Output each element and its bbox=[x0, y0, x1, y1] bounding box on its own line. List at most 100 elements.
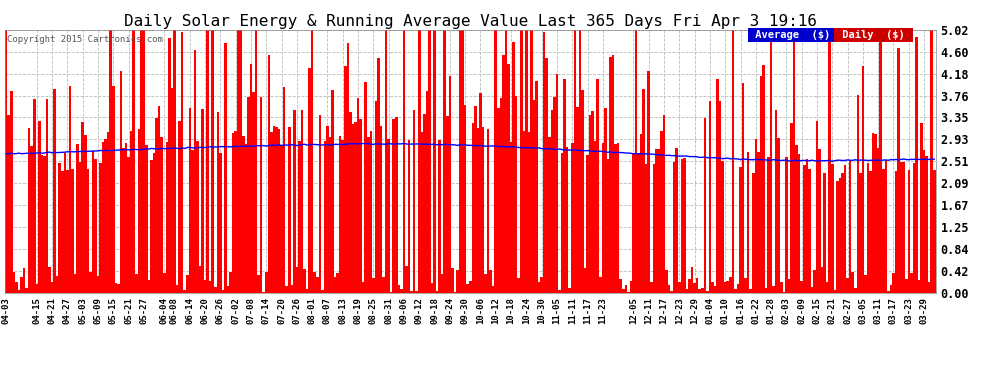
Bar bbox=[176, 285, 178, 292]
Bar bbox=[714, 286, 717, 292]
Bar bbox=[531, 30, 533, 292]
Bar bbox=[550, 110, 553, 292]
Bar bbox=[599, 277, 602, 292]
Bar bbox=[84, 135, 86, 292]
Bar bbox=[923, 150, 926, 292]
Bar bbox=[842, 173, 843, 292]
Bar bbox=[762, 64, 764, 292]
Bar bbox=[737, 284, 740, 292]
Bar bbox=[183, 290, 186, 292]
Bar bbox=[826, 282, 829, 292]
Bar bbox=[560, 153, 563, 292]
Bar bbox=[120, 71, 122, 292]
Bar bbox=[448, 76, 451, 292]
Bar bbox=[431, 284, 434, 292]
Bar bbox=[252, 92, 254, 292]
Bar bbox=[270, 132, 272, 292]
Bar bbox=[232, 133, 235, 292]
Bar bbox=[466, 284, 469, 292]
Bar bbox=[267, 55, 270, 292]
Bar bbox=[512, 42, 515, 292]
Bar bbox=[49, 267, 50, 292]
Bar bbox=[74, 274, 76, 292]
Bar bbox=[474, 106, 476, 292]
Bar bbox=[903, 162, 905, 292]
Bar bbox=[398, 285, 400, 292]
Bar bbox=[143, 30, 146, 292]
Bar bbox=[834, 290, 837, 292]
Bar bbox=[662, 115, 665, 292]
Bar bbox=[548, 137, 550, 292]
Bar bbox=[421, 132, 423, 292]
Bar bbox=[545, 58, 548, 292]
Bar bbox=[275, 127, 278, 292]
Bar bbox=[306, 289, 308, 292]
Bar bbox=[342, 140, 345, 292]
Bar bbox=[744, 279, 746, 292]
Bar bbox=[933, 170, 936, 292]
Bar bbox=[110, 30, 112, 292]
Bar bbox=[107, 132, 110, 292]
Bar bbox=[683, 158, 686, 292]
Bar bbox=[900, 162, 903, 292]
Bar bbox=[50, 282, 53, 292]
Bar bbox=[754, 139, 757, 292]
Bar bbox=[866, 163, 869, 292]
Bar bbox=[505, 30, 507, 292]
Bar bbox=[254, 30, 257, 292]
Bar bbox=[808, 169, 811, 292]
Bar bbox=[566, 147, 568, 292]
Bar bbox=[150, 160, 152, 292]
Bar bbox=[652, 164, 655, 292]
Bar bbox=[670, 291, 673, 292]
Bar bbox=[843, 165, 846, 292]
Bar bbox=[568, 288, 571, 292]
Bar bbox=[487, 129, 489, 292]
Bar bbox=[456, 270, 458, 292]
Bar bbox=[128, 158, 130, 292]
Bar bbox=[298, 141, 301, 292]
Bar bbox=[908, 170, 910, 292]
Bar bbox=[612, 55, 615, 292]
Bar bbox=[158, 106, 160, 292]
Bar bbox=[434, 30, 436, 292]
Bar bbox=[500, 98, 502, 292]
Bar bbox=[476, 128, 479, 292]
Bar bbox=[824, 172, 826, 292]
Bar bbox=[510, 142, 512, 292]
Bar bbox=[533, 100, 536, 292]
Bar bbox=[673, 162, 675, 292]
Bar bbox=[245, 144, 248, 292]
Bar bbox=[635, 30, 638, 292]
Bar bbox=[688, 279, 691, 292]
Bar bbox=[543, 32, 545, 292]
Bar bbox=[104, 139, 107, 292]
Bar bbox=[790, 123, 793, 292]
Bar bbox=[913, 164, 915, 292]
Bar bbox=[237, 30, 240, 292]
Bar bbox=[92, 151, 94, 292]
Bar bbox=[339, 136, 342, 292]
Bar bbox=[928, 282, 931, 292]
Bar bbox=[319, 116, 321, 292]
Bar bbox=[219, 153, 222, 292]
Bar bbox=[586, 155, 589, 292]
Bar bbox=[895, 171, 897, 292]
Bar bbox=[18, 290, 20, 292]
Bar bbox=[515, 96, 518, 292]
Bar bbox=[749, 290, 752, 292]
Bar bbox=[816, 120, 819, 292]
Bar bbox=[63, 153, 66, 292]
Bar bbox=[61, 171, 63, 292]
Bar bbox=[248, 96, 249, 292]
Bar bbox=[296, 267, 298, 292]
Bar bbox=[918, 280, 921, 292]
Bar bbox=[413, 110, 416, 292]
Bar bbox=[795, 146, 798, 292]
Bar bbox=[819, 149, 821, 292]
Bar bbox=[704, 118, 706, 292]
Bar bbox=[709, 101, 711, 292]
Bar bbox=[249, 64, 252, 292]
Bar bbox=[740, 167, 742, 292]
Bar bbox=[926, 156, 928, 292]
